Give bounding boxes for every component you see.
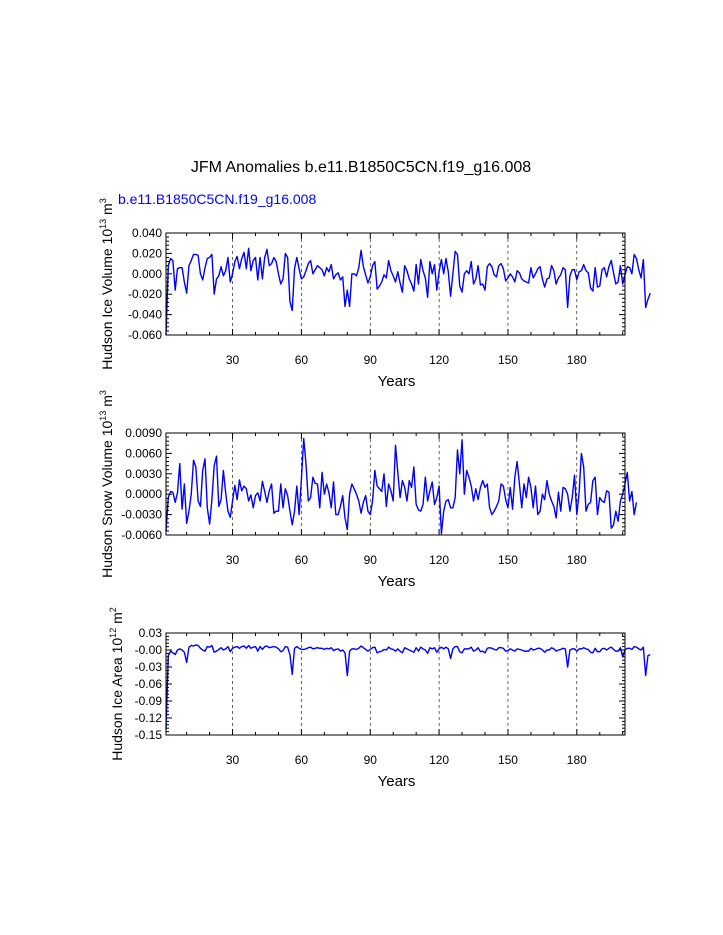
y-tick-label: -0.00 — [135, 643, 163, 657]
x-tick-label: 60 — [295, 753, 309, 767]
y-axis-label: Hudson Ice Area 1012 m2 — [108, 607, 125, 761]
y-tick-label: -0.020 — [128, 287, 162, 301]
x-tick-label: 150 — [498, 353, 518, 367]
y-tick-label: -0.09 — [135, 694, 163, 708]
y-axis-label: Hudson Snow Volume 1013 m3 — [98, 390, 115, 578]
plot-frame — [165, 432, 626, 536]
x-tick-label: 180 — [567, 353, 587, 367]
y-tick-label: 0.0000 — [125, 487, 162, 501]
x-tick-label: 60 — [295, 353, 309, 367]
x-tick-label: 150 — [498, 753, 518, 767]
y-tick-label: 0.040 — [132, 226, 162, 240]
y-tick-label: -0.12 — [135, 711, 163, 725]
x-tick-label: 30 — [226, 553, 240, 567]
ice-area-panel: 30 60 90 120 150 180 -0.15 -0.12 -0.09 -0.06 -0.03… — [108, 607, 651, 790]
x-tick-label: 30 — [226, 353, 240, 367]
y-tick-label: -0.15 — [135, 728, 163, 742]
y-tick-label: -0.0030 — [121, 508, 162, 522]
x-tick-label: 90 — [364, 553, 378, 567]
x-axis-label: Years — [378, 373, 416, 390]
plot-frame — [165, 232, 626, 336]
x-tick-label: 120 — [429, 553, 449, 567]
x-tick-label: 90 — [364, 353, 378, 367]
x-tick-label: 30 — [226, 753, 240, 767]
y-tick-label: -0.03 — [135, 660, 163, 674]
x-tick-label: 90 — [364, 753, 378, 767]
x-axis-label: Years — [378, 573, 416, 590]
snow-volume-panel: 30 60 90 120 150 180 -0.0060 -0.0030 0.0000 0.003… — [98, 390, 638, 590]
y-tick-label: -0.060 — [128, 328, 162, 342]
y-tick-label: 0.0090 — [125, 426, 162, 440]
y-tick-label: 0.0060 — [125, 446, 162, 460]
y-tick-label: -0.06 — [135, 677, 163, 691]
x-axis-label: Years — [378, 773, 416, 790]
chart-subtitle: b.e11.B1850C5CN.f19_g16.008 — [118, 191, 316, 207]
y-tick-label: -0.040 — [128, 308, 162, 322]
x-tick-label: 120 — [429, 353, 449, 367]
x-tick-label: 180 — [567, 753, 587, 767]
panels: 30 60 90 120 150 180 -0.060 -0.040 -0.020 0.000 0.… — [98, 198, 651, 790]
ice-area-series-line — [165, 644, 651, 730]
x-tick-label: 60 — [295, 553, 309, 567]
y-tick-label: 0.020 — [132, 246, 162, 260]
y-axis-label: Hudson Ice Volume 1013 m3 — [98, 198, 115, 369]
ice-volume-panel: 30 60 90 120 150 180 -0.060 -0.040 -0.020 0.000 0.… — [98, 198, 651, 390]
y-tick-label: -0.0060 — [121, 528, 162, 542]
y-tick-label: 0.0030 — [125, 467, 162, 481]
x-tick-label: 150 — [498, 553, 518, 567]
x-tick-label: 180 — [567, 553, 587, 567]
ice-volume-series-line — [165, 247, 651, 336]
plot-frame — [165, 632, 626, 736]
chart-title: JFM Anomalies b.e11.B1850C5CN.f19_g16.00… — [191, 159, 531, 176]
x-tick-label: 120 — [429, 753, 449, 767]
snow-volume-series-line — [165, 437, 638, 535]
y-tick-label: 0.000 — [132, 267, 162, 281]
y-tick-label: 0.03 — [139, 626, 163, 640]
